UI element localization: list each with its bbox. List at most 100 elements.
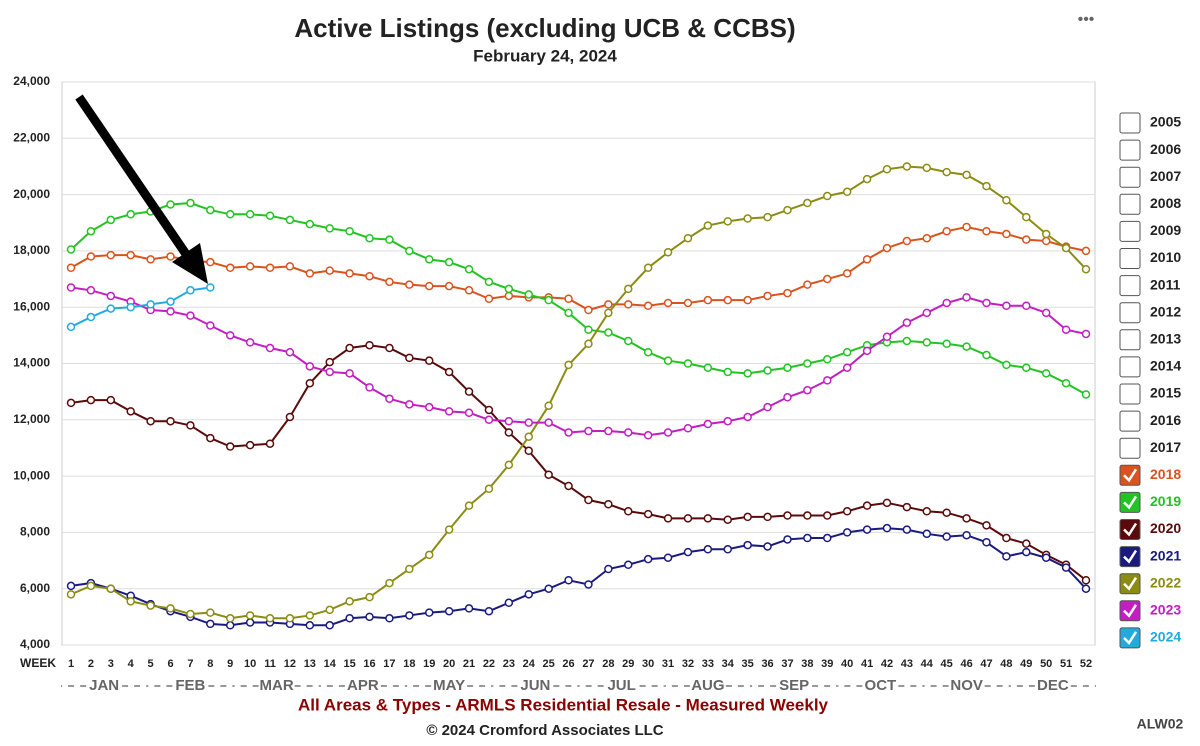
data-point <box>484 484 494 494</box>
legend-checkbox[interactable] <box>1119 275 1141 297</box>
data-point <box>1041 553 1051 562</box>
data-point <box>862 525 872 534</box>
y-tick-label: 4,000 <box>20 637 50 651</box>
data-point <box>186 609 195 619</box>
x-tick-label: 45 <box>941 658 953 670</box>
data-point <box>1081 584 1091 593</box>
data-point <box>106 215 116 225</box>
data-point <box>862 501 872 510</box>
legend-checkbox[interactable] <box>1119 356 1141 378</box>
legend-check <box>1123 468 1138 483</box>
data-point <box>106 291 116 301</box>
data-point <box>424 402 434 412</box>
legend-checkbox[interactable] <box>1119 193 1141 215</box>
data-point <box>842 507 852 516</box>
legend-check <box>1123 604 1138 618</box>
month-label: OCT <box>865 677 897 694</box>
x-tick-label: 37 <box>781 658 793 670</box>
data-point <box>663 428 673 437</box>
data-point <box>66 322 76 332</box>
x-tick-label: 33 <box>702 658 714 670</box>
data-point <box>265 439 275 448</box>
legend-checkbox[interactable] <box>1119 437 1141 459</box>
data-point <box>584 325 593 334</box>
data-point <box>285 215 295 225</box>
x-tick-label: 31 <box>662 658 674 670</box>
series-line <box>70 286 1087 437</box>
data-point <box>1041 369 1051 378</box>
data-point <box>504 284 514 294</box>
legend-checkbox[interactable] <box>1119 166 1141 188</box>
data-point <box>584 305 593 315</box>
x-tick-label: 27 <box>582 658 594 670</box>
legend-checkbox[interactable] <box>1119 600 1141 622</box>
x-tick-label: 50 <box>1040 658 1052 670</box>
legend-checkbox[interactable] <box>1119 248 1141 269</box>
x-tick-label: 38 <box>801 658 813 670</box>
data-point <box>86 395 96 405</box>
data-point <box>245 262 255 271</box>
data-point <box>106 304 116 313</box>
data-point <box>86 581 96 591</box>
data-point <box>305 269 315 278</box>
legend-checkbox[interactable] <box>1119 329 1141 351</box>
legend-checkbox[interactable] <box>1119 519 1141 540</box>
data-point <box>922 507 932 516</box>
legend-checkbox[interactable] <box>1119 627 1141 649</box>
data-point <box>405 564 414 574</box>
legend-checkbox[interactable] <box>1119 573 1141 595</box>
data-point <box>882 332 892 342</box>
legend-checkbox[interactable] <box>1119 383 1141 405</box>
data-point <box>842 187 852 197</box>
data-point <box>1002 195 1011 205</box>
data-point <box>444 525 454 534</box>
data-point <box>604 328 613 337</box>
menu-icon[interactable]: ••• <box>1078 11 1095 28</box>
data-point <box>643 301 653 311</box>
legend-check <box>1123 495 1138 510</box>
x-tick-label: 51 <box>1060 658 1072 670</box>
data-point <box>285 262 295 271</box>
data-point <box>643 263 653 273</box>
data-point <box>106 250 116 260</box>
legend-checkbox[interactable] <box>1119 410 1141 432</box>
data-point <box>365 271 374 281</box>
data-point <box>544 401 553 410</box>
legend-checkbox[interactable] <box>1119 112 1141 134</box>
legend-checkbox[interactable] <box>1119 220 1141 242</box>
x-tick-label: 49 <box>1020 658 1032 670</box>
data-point <box>942 339 951 349</box>
data-point <box>962 514 971 523</box>
data-point <box>643 431 653 440</box>
legend-checkbox[interactable] <box>1119 464 1141 486</box>
data-point <box>484 415 494 425</box>
legend-checkbox[interactable] <box>1119 139 1141 161</box>
data-point <box>245 440 255 450</box>
legend-label: 2005 <box>1150 114 1181 130</box>
legend-label: 2016 <box>1150 412 1181 428</box>
data-point <box>882 498 892 508</box>
data-point <box>305 362 315 371</box>
legend-label: 2019 <box>1150 493 1181 509</box>
data-point <box>783 363 792 372</box>
legend-label: 2020 <box>1150 520 1181 536</box>
data-point <box>365 233 374 243</box>
legend-checkbox[interactable] <box>1119 491 1141 513</box>
month-label: NOV <box>950 677 983 694</box>
legend-checkbox[interactable] <box>1119 546 1141 568</box>
legend-label: 2018 <box>1150 466 1181 482</box>
data-point <box>345 597 354 606</box>
data-point <box>564 294 573 304</box>
month-label: SEP <box>779 677 809 694</box>
x-tick-label: 42 <box>881 658 893 670</box>
data-point <box>405 611 414 620</box>
x-tick-label: 5 <box>148 658 154 670</box>
data-point <box>544 295 553 305</box>
legend-checkbox[interactable] <box>1119 302 1141 324</box>
data-point <box>902 318 912 327</box>
data-point <box>504 291 514 301</box>
data-point <box>564 481 573 491</box>
data-point <box>464 387 474 396</box>
data-point <box>1022 363 1031 372</box>
